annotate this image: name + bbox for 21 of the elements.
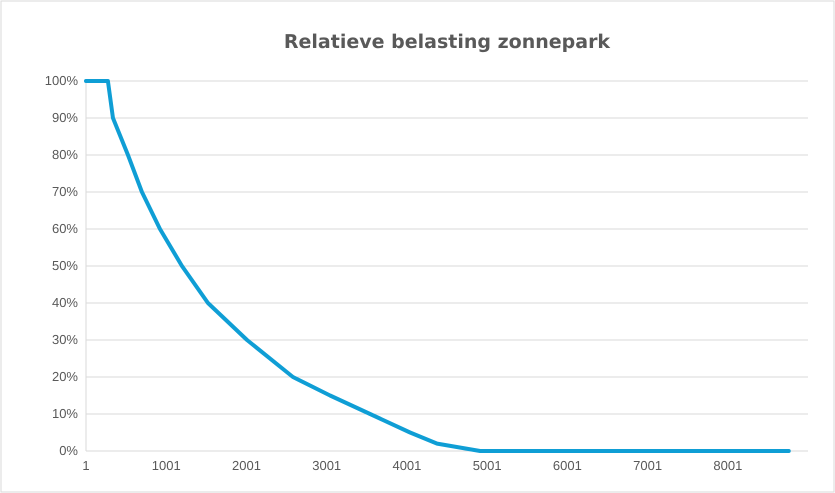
y-tick-label: 100% (44, 73, 78, 88)
y-tick-label: 70% (52, 184, 78, 200)
y-tick-label: 20% (52, 369, 78, 384)
x-tick-label: 5001 (472, 458, 502, 474)
y-tick-label: 90% (52, 110, 78, 126)
x-tick-label: 1001 (152, 458, 181, 474)
y-tick-label: 0% (59, 443, 78, 458)
chart-title: Relatieve belasting zonnepark (284, 31, 610, 53)
y-tick-label: 30% (52, 332, 78, 348)
y-tick-label: 60% (52, 221, 78, 236)
x-tick-label: 3001 (312, 458, 342, 474)
x-tick-label: 8001 (713, 458, 742, 474)
x-tick-label: 4001 (392, 458, 422, 474)
x-tick-label: 1 (82, 458, 90, 474)
x-tick-label: 6001 (552, 458, 582, 474)
y-tick-label: 50% (52, 258, 78, 274)
y-tick-label: 80% (52, 147, 78, 162)
x-tick-label: 7001 (633, 458, 662, 474)
y-tick-label: 10% (52, 406, 78, 422)
x-tick-label: 2001 (232, 458, 261, 474)
y-tick-label: 40% (52, 295, 78, 310)
